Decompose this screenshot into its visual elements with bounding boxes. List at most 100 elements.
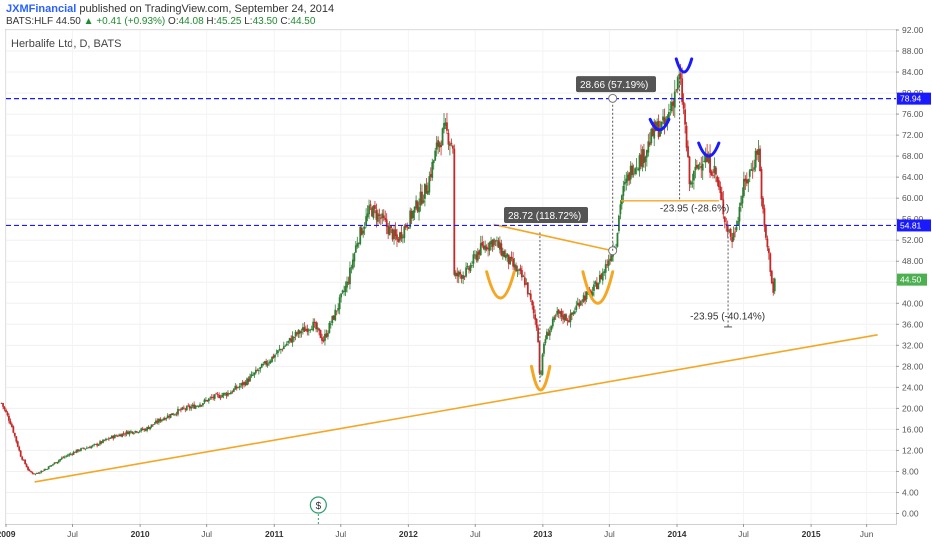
candle-body — [560, 310, 563, 317]
candle-body — [199, 404, 201, 407]
candle-body — [241, 382, 244, 386]
candle-body — [676, 77, 679, 90]
candle-body — [371, 207, 373, 217]
candle-body — [600, 274, 603, 280]
candle-body — [141, 428, 144, 430]
candle-body — [175, 413, 178, 415]
high-label: H: — [206, 16, 217, 27]
candle-body — [137, 432, 140, 433]
candle-body — [125, 431, 128, 435]
candle-body — [468, 267, 470, 270]
candle-body — [585, 291, 588, 300]
candle-body — [257, 370, 260, 371]
candle-body — [252, 374, 254, 376]
x-tick-label: Jul — [604, 529, 615, 539]
x-tick-label: 2015 — [802, 529, 821, 539]
candle-body — [171, 413, 173, 415]
candle-body — [278, 349, 281, 350]
candle-body — [237, 387, 240, 389]
candle-body — [235, 386, 238, 389]
dividend-marker-label: $ — [316, 501, 322, 512]
candle-body — [659, 129, 661, 137]
candle-body — [607, 260, 610, 266]
y-tick-label: 12.00 — [902, 445, 924, 455]
candle-body — [256, 370, 259, 372]
candle-body — [594, 281, 597, 284]
candle-body — [579, 301, 582, 306]
candle-body — [206, 400, 209, 402]
candle-body — [216, 394, 219, 395]
author-link[interactable]: JXMFinancial — [6, 3, 77, 15]
x-tick-label: 2013 — [533, 529, 552, 539]
candle-body — [647, 141, 650, 153]
candle-body — [354, 245, 357, 253]
candle-body — [507, 254, 510, 264]
candle-body — [407, 227, 410, 229]
candle-body — [656, 121, 659, 130]
candle-body — [335, 310, 338, 312]
candle-body — [745, 179, 748, 184]
candle-body — [426, 190, 429, 195]
candle-body — [322, 339, 325, 342]
candle-body — [568, 320, 570, 323]
candle-body — [281, 349, 284, 351]
x-tick-label: Jul — [67, 529, 78, 539]
candle-body — [728, 230, 731, 232]
candle-body — [632, 173, 635, 175]
candle-body — [437, 140, 440, 147]
candle-body — [324, 333, 326, 341]
candle-body — [479, 243, 482, 255]
candle-body — [106, 438, 109, 440]
candle-body — [425, 185, 428, 194]
low-value: 43.50 — [252, 16, 278, 27]
candle-body — [619, 204, 622, 215]
candle-body — [116, 435, 119, 437]
candle-body — [312, 321, 315, 331]
candle-body — [130, 431, 132, 433]
candle-body — [302, 327, 304, 331]
publication-text: published on TradingView.com, September … — [79, 3, 335, 15]
candle-body — [704, 155, 707, 163]
candle-body — [227, 392, 229, 396]
candle-body — [121, 433, 124, 437]
candle-body — [595, 282, 598, 290]
candle-body — [210, 396, 213, 398]
open-value: 44.08 — [178, 16, 204, 27]
candle-body — [285, 343, 288, 346]
candle-body — [296, 332, 298, 335]
candle-body — [287, 340, 290, 343]
publication-line: JXMFinancial published on TradingView.co… — [6, 3, 334, 15]
x-tick-label: 2014 — [668, 529, 687, 539]
candle-body — [262, 363, 265, 365]
candle-body — [265, 361, 268, 365]
candle-body — [400, 232, 403, 239]
y-tick-label: 68.00 — [902, 151, 924, 161]
candle-body — [155, 420, 157, 424]
candle-body — [147, 427, 150, 429]
y-tick-label: 56.00 — [902, 214, 924, 224]
candle-body — [648, 142, 651, 146]
candle-body — [326, 333, 329, 337]
candle-body — [769, 253, 772, 272]
candle-body — [74, 451, 76, 453]
y-tick-label: 84.00 — [902, 67, 924, 77]
candle-body — [697, 164, 700, 170]
candle-body — [713, 165, 716, 173]
candle-body — [581, 300, 584, 302]
candle-body — [422, 200, 425, 203]
candle-body — [684, 109, 686, 125]
candle-body — [644, 156, 647, 163]
candle-body — [350, 267, 353, 269]
candle-body — [593, 284, 595, 291]
candle-body — [368, 205, 370, 215]
candle-body — [152, 424, 154, 426]
candle-body — [124, 434, 126, 436]
candle-body — [90, 446, 93, 449]
candle-body — [378, 214, 381, 216]
candle-body — [441, 128, 444, 146]
candle-body — [69, 453, 72, 455]
candle-body — [424, 183, 426, 199]
candle-body — [194, 405, 197, 409]
candle-body — [331, 315, 334, 324]
